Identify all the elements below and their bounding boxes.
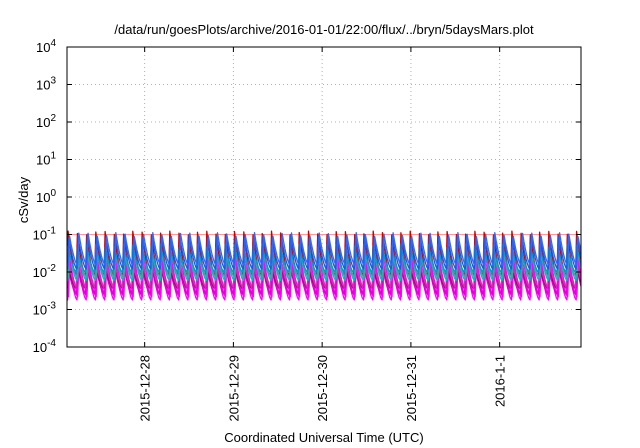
y-tick-label: 101: [36, 151, 56, 168]
y-axis-label: cSv/day: [16, 176, 31, 223]
x-tick-label: 2016-1-1: [493, 355, 508, 407]
y-tick-label: 10-2: [33, 263, 57, 280]
series-line: [67, 254, 581, 292]
axis-ticks: [67, 46, 581, 348]
x-tick-label: 2015-12-28: [138, 355, 153, 422]
y-tick-label: 10-1: [33, 226, 57, 243]
y-tick-label: 103: [36, 76, 56, 93]
x-axis-label: Coordinated Universal Time (UTC): [224, 430, 423, 445]
x-tick-label: 2015-12-30: [315, 355, 330, 422]
series-line: [67, 232, 581, 267]
series-line: [67, 233, 581, 270]
x-tick-label: 2015-12-31: [404, 355, 419, 422]
y-tick-label: 100: [36, 188, 56, 205]
y-tick-labels: 10-4 10-3 10-2 10-1 100 101 102 103 104: [33, 38, 57, 355]
y-tick-label: 102: [36, 113, 56, 130]
y-tick-label: 10-3: [33, 301, 57, 318]
y-tick-label: 104: [36, 38, 56, 55]
y-tick-label: 10-4: [33, 338, 57, 355]
grid-lines: [67, 47, 581, 347]
chart-title: /data/run/goesPlots/archive/2016-01-01/2…: [114, 22, 534, 37]
series-line: [67, 258, 581, 288]
series-layer: [67, 230, 581, 301]
series-line: [67, 243, 581, 273]
x-tick-labels: 2015-12-28 2015-12-29 2015-12-30 2015-12-31…: [138, 355, 508, 422]
x-tick-label: 2015-12-29: [226, 355, 241, 422]
